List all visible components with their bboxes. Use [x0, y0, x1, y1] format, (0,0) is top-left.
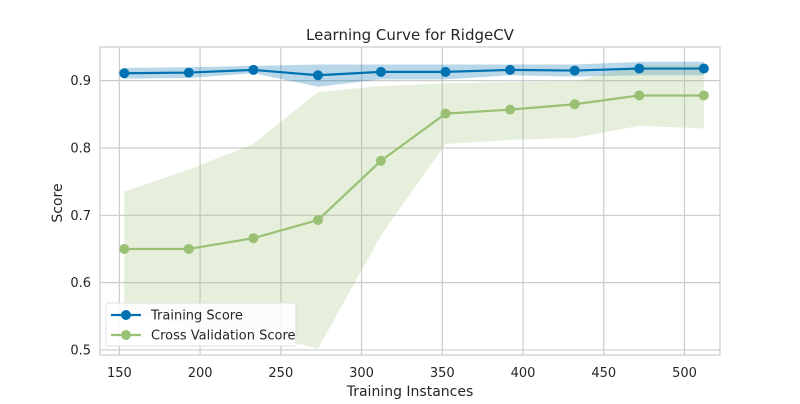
confidence-band-1: [124, 65, 704, 349]
data-point-0: [440, 66, 451, 77]
band-layer: [124, 61, 704, 349]
data-point-1: [119, 243, 130, 254]
y-tick-label: 0.8: [70, 141, 91, 156]
x-tick-label: 350: [430, 366, 455, 381]
legend-cv-marker: [121, 330, 131, 340]
data-point-1: [634, 90, 645, 101]
y-tick-label: 0.5: [70, 343, 91, 358]
x-tick-label: 450: [591, 366, 616, 381]
series-line-0: [124, 67, 704, 77]
data-point-0: [634, 63, 645, 74]
x-tick-label: 500: [672, 366, 697, 381]
confidence-band-0: [124, 61, 704, 87]
legend-training-label: Training Score: [150, 309, 243, 324]
legend-training-marker: [121, 310, 131, 320]
y-tick-label: 0.7: [70, 209, 91, 224]
series-line-1: [124, 94, 704, 251]
legend-cv-label: Cross Validation Score: [151, 329, 296, 344]
data-point-1: [248, 233, 259, 244]
data-point-0: [248, 64, 259, 75]
point-layer: [119, 63, 709, 254]
data-point-1: [569, 99, 580, 110]
tick-label-layer: 150 200 250 300 350 400 450 500 0.5 0.6 0.7 0.8 0.9: [70, 74, 697, 381]
legend-box: [105, 302, 297, 347]
x-tick-label: 250: [268, 366, 293, 381]
data-point-0: [183, 67, 194, 78]
x-tick-label: 400: [511, 366, 536, 381]
data-point-1: [312, 215, 323, 226]
y-tick-label: 0.9: [70, 74, 91, 89]
legend: Training Score Cross Validation Score: [105, 302, 297, 347]
data-point-0: [505, 64, 516, 75]
data-point-1: [505, 104, 516, 115]
data-point-1: [440, 108, 451, 119]
chart-title: Learning Curve for RidgeCV: [306, 26, 515, 44]
line-layer: [124, 67, 704, 251]
data-point-1: [698, 90, 709, 101]
data-point-1: [183, 243, 194, 254]
x-tick-label: 300: [349, 366, 374, 381]
data-point-0: [312, 70, 323, 81]
y-axis-label: Score: [50, 183, 66, 222]
x-tick-label: 200: [188, 366, 213, 381]
y-tick-label: 0.6: [70, 276, 91, 291]
x-tick-label: 150: [107, 366, 132, 381]
x-axis-label: Training Instances: [346, 384, 474, 400]
data-point-1: [375, 155, 386, 166]
data-point-0: [119, 68, 130, 79]
data-point-0: [698, 63, 709, 74]
data-point-0: [375, 66, 386, 77]
data-point-0: [569, 65, 580, 76]
